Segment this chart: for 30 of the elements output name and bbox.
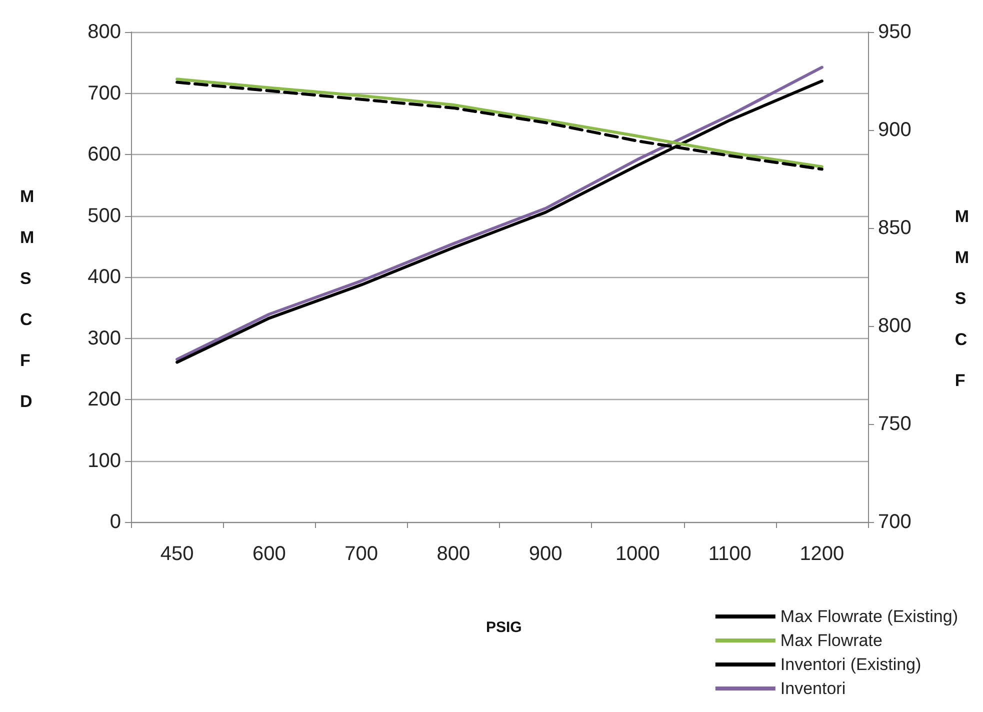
y-tick-label: 0 [110, 511, 121, 533]
legend-label: Max Flowrate [780, 631, 882, 650]
legend-label: Inventori (Existing) [780, 655, 922, 674]
text: MMSCFD [20, 187, 34, 411]
y2-tick-label: 850 [878, 217, 912, 239]
y2-tick-label: 700 [878, 511, 912, 533]
y-tick-label: 300 [88, 327, 121, 350]
y2-tick-label: 800 [878, 315, 912, 337]
y2-tick-label: 900 [878, 119, 912, 141]
y2-tick-label: 750 [878, 413, 912, 435]
y-tick-label: 800 [88, 21, 121, 43]
x-tick-label: 450 [160, 543, 194, 565]
y-tick-label: 700 [88, 82, 121, 104]
x-tick-label: 600 [252, 543, 286, 565]
x-tick-label: 1000 [615, 543, 660, 565]
x-tick-label: 900 [528, 543, 562, 565]
x-tick-label: 800 [436, 543, 470, 565]
y-tick-label: 100 [88, 450, 121, 472]
y-tick-label: 500 [88, 204, 121, 227]
x-tick-label: 700 [344, 543, 378, 565]
legend-label: Inventori [780, 679, 846, 698]
y-tick-label: 600 [88, 144, 121, 166]
legend-label: Max Flowrate (Existing) [780, 607, 958, 626]
x-tick-label: 1100 [708, 543, 752, 565]
x-tick-label: 1200 [800, 543, 844, 565]
text: MMSCF [954, 207, 970, 390]
x-axis-title: PSIG [486, 619, 522, 636]
y-tick-label: 200 [88, 388, 121, 410]
y2-tick-label: 950 [878, 21, 912, 43]
y-tick-label: 400 [88, 266, 121, 288]
